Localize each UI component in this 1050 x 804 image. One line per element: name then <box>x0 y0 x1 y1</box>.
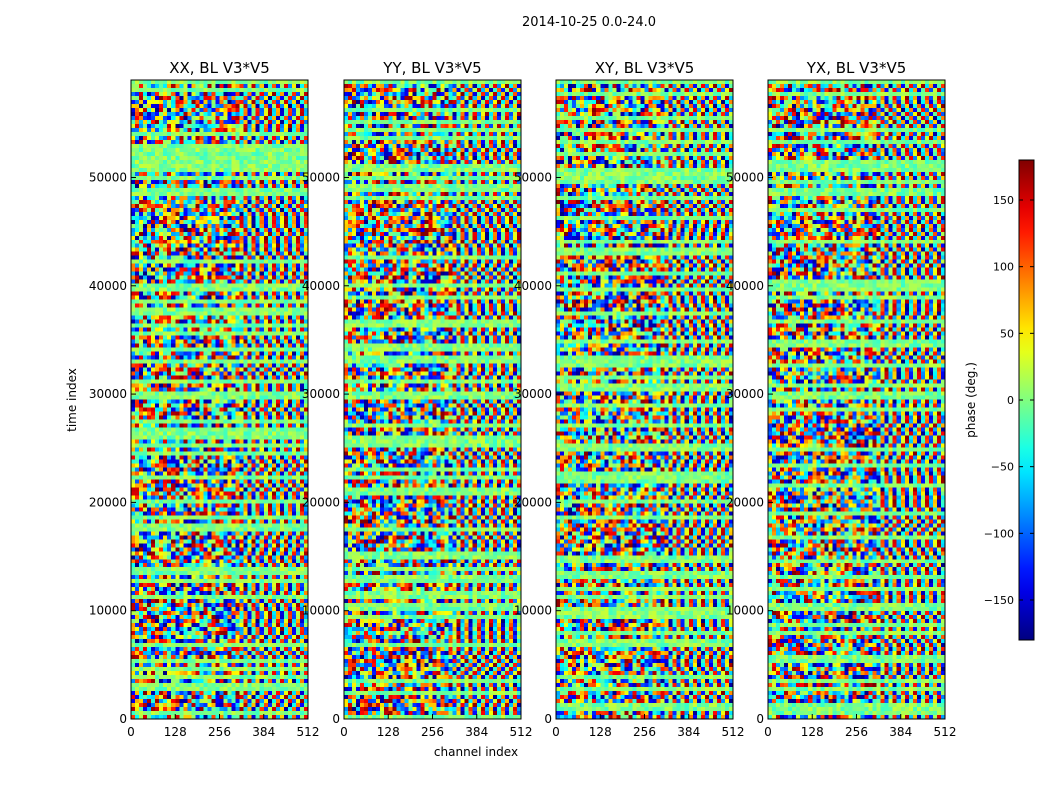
x-tick-label: 512 <box>722 725 745 739</box>
x-tick-label: 128 <box>589 725 612 739</box>
y-tick-label: 0 <box>332 712 340 726</box>
panel-yy: YY, BL V3*V5 0 128 256 384 512 0 10000 20000 3000… <box>302 59 533 739</box>
y-tick-label: 30000 <box>726 387 764 401</box>
x-tick-label: 256 <box>845 725 868 739</box>
x-tick-label: 384 <box>252 725 275 739</box>
x-tick-label: 256 <box>421 725 444 739</box>
panel-xx: XX, BL V3*V5 0 128 256 384 512 0 10000 20000 3000… <box>89 59 320 739</box>
y-tick-label: 20000 <box>514 495 552 509</box>
colorbar-tick-label: 50 <box>1000 327 1014 340</box>
y-tick-label: 50000 <box>302 170 340 184</box>
colorbar-tick-label: −150 <box>984 594 1014 607</box>
colorbar-tick-label: −50 <box>991 461 1014 474</box>
y-tick-label: 20000 <box>89 495 127 509</box>
panel-xy: XY, BL V3*V5 0 128 256 384 512 0 10000 20000 3000… <box>514 59 745 739</box>
figure-suptitle: 2014-10-25 0.0-24.0 <box>522 15 656 30</box>
y-tick-label: 40000 <box>89 279 127 293</box>
y-tick-label: 40000 <box>302 279 340 293</box>
x-tick-label: 256 <box>208 725 231 739</box>
colorbar: −150 −100 −50 0 50 100 150 phase (deg.) <box>964 159 1035 641</box>
colorbar-tick-label: 150 <box>993 194 1014 207</box>
x-axis-label: channel index <box>434 745 518 759</box>
panel-title: YY, BL V3*V5 <box>382 59 481 77</box>
x-tick-label: 512 <box>934 725 957 739</box>
y-tick-label: 20000 <box>726 495 764 509</box>
x-tick-label: 0 <box>340 725 348 739</box>
x-tick-label: 128 <box>164 725 187 739</box>
y-tick-label: 50000 <box>89 170 127 184</box>
y-axis-label: time index <box>65 368 79 432</box>
heatmap-panels: XX, BL V3*V5 0 128 256 384 512 0 10000 20000 3000… <box>89 59 957 739</box>
y-tick-label: 10000 <box>302 604 340 618</box>
x-tick-label: 512 <box>510 725 533 739</box>
x-tick-label: 128 <box>377 725 400 739</box>
y-tick-label: 20000 <box>302 495 340 509</box>
x-tick-label: 0 <box>127 725 135 739</box>
y-tick-label: 10000 <box>514 604 552 618</box>
heatmap-image <box>344 80 521 719</box>
x-tick-label: 128 <box>801 725 824 739</box>
y-tick-label: 10000 <box>89 604 127 618</box>
panel-title: XY, BL V3*V5 <box>595 59 695 77</box>
panel-title: YX, BL V3*V5 <box>806 59 907 77</box>
x-tick-label: 512 <box>297 725 320 739</box>
y-tick-label: 0 <box>544 712 552 726</box>
y-tick-label: 0 <box>756 712 764 726</box>
heatmap-image <box>131 80 308 719</box>
x-tick-label: 0 <box>764 725 772 739</box>
x-tick-label: 256 <box>633 725 656 739</box>
y-tick-label: 30000 <box>302 387 340 401</box>
x-tick-label: 0 <box>552 725 560 739</box>
y-tick-label: 50000 <box>514 170 552 184</box>
panel-yx: YX, BL V3*V5 0 128 256 384 512 0 10000 20000 3000… <box>726 59 957 739</box>
colorbar-label: phase (deg.) <box>964 362 978 438</box>
colorbar-tick-label: −100 <box>984 527 1014 540</box>
colorbar-tick-label: 0 <box>1007 394 1014 407</box>
y-tick-label: 40000 <box>514 279 552 293</box>
x-tick-label: 384 <box>889 725 912 739</box>
colorbar-tick-label: 100 <box>993 261 1014 274</box>
x-tick-label: 384 <box>677 725 700 739</box>
panel-title: XX, BL V3*V5 <box>169 59 270 77</box>
heatmap-image <box>556 80 733 719</box>
y-tick-label: 40000 <box>726 279 764 293</box>
y-tick-label: 10000 <box>726 604 764 618</box>
y-tick-label: 30000 <box>514 387 552 401</box>
heatmap-image <box>768 80 945 719</box>
y-tick-label: 50000 <box>726 170 764 184</box>
y-tick-label: 30000 <box>89 387 127 401</box>
x-tick-label: 384 <box>465 725 488 739</box>
y-tick-label: 0 <box>119 712 127 726</box>
